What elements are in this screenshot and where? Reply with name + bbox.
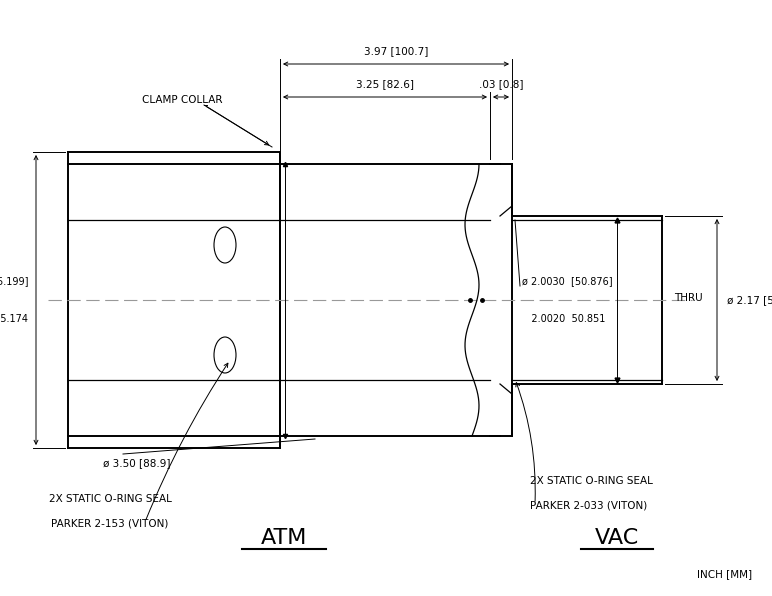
Text: 2X STATIC O-RING SEAL: 2X STATIC O-RING SEAL xyxy=(530,476,653,486)
Text: VAC: VAC xyxy=(595,528,639,548)
Text: 2.0020  50.851: 2.0020 50.851 xyxy=(522,314,605,324)
Text: CLAMP COLLAR: CLAMP COLLAR xyxy=(142,95,222,105)
Text: PARKER 2-033 (VITON): PARKER 2-033 (VITON) xyxy=(530,500,647,510)
Text: 2X STATIC O-RING SEAL: 2X STATIC O-RING SEAL xyxy=(49,494,171,504)
Text: ATM: ATM xyxy=(261,528,307,548)
Text: .03 [0.8]: .03 [0.8] xyxy=(479,79,523,89)
Text: THRU: THRU xyxy=(674,293,703,303)
Text: 3.97 [100.7]: 3.97 [100.7] xyxy=(364,46,428,56)
Text: PARKER 2-153 (VITON): PARKER 2-153 (VITON) xyxy=(51,518,169,528)
Text: INCH [MM]: INCH [MM] xyxy=(697,569,752,579)
Text: ø 3.7470  95.174: ø 3.7470 95.174 xyxy=(0,314,28,324)
Text: ø 2.17 [55.0]: ø 2.17 [55.0] xyxy=(727,295,772,305)
Text: ø 3.7480  [95.199]: ø 3.7480 [95.199] xyxy=(0,276,28,286)
Text: ø 3.50 [88.9]: ø 3.50 [88.9] xyxy=(103,458,171,468)
Text: ø 2.0030  [50.876]: ø 2.0030 [50.876] xyxy=(522,276,613,286)
Text: 3.25 [82.6]: 3.25 [82.6] xyxy=(356,79,414,89)
